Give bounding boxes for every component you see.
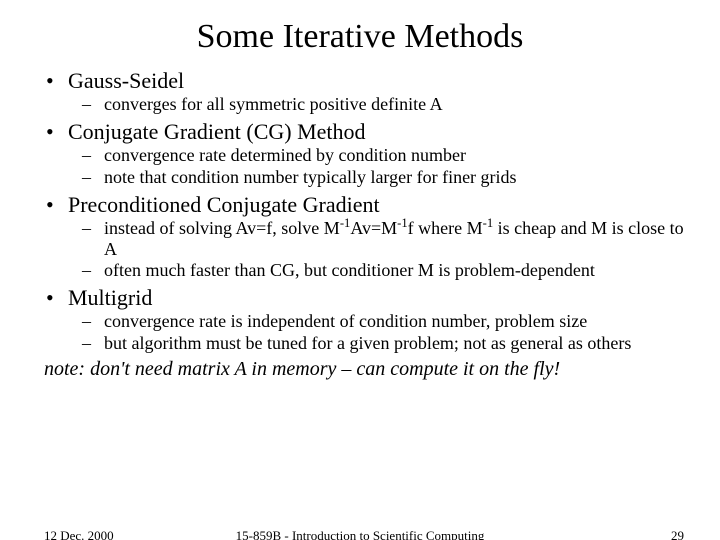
sub-item: convergence rate determined by condition… (82, 145, 688, 166)
sub-list: convergence rate is independent of condi… (68, 311, 688, 353)
bullet-list: Gauss-Seidel converges for all symmetric… (44, 68, 688, 354)
bullet-multigrid: Multigrid convergence rate is independen… (44, 285, 688, 354)
sub-item: but algorithm must be tuned for a given … (82, 333, 688, 354)
sub-item: converges for all symmetric positive def… (82, 94, 688, 115)
bullet-gauss-seidel: Gauss-Seidel converges for all symmetric… (44, 68, 688, 115)
superscript: -1 (340, 216, 351, 230)
superscript: -1 (483, 216, 494, 230)
sub-item: often much faster than CG, but condition… (82, 260, 688, 281)
slide: Some Iterative Methods Gauss-Seidel conv… (0, 0, 720, 540)
sub-list: converges for all symmetric positive def… (68, 94, 688, 115)
text-fragment: f where M (408, 218, 483, 238)
text-fragment: instead of solving Av=f, solve M (104, 218, 340, 238)
bullet-conjugate-gradient: Conjugate Gradient (CG) Method convergen… (44, 119, 688, 188)
sub-list: convergence rate determined by condition… (68, 145, 688, 187)
text-fragment: Av=M (350, 218, 397, 238)
bullet-label: Conjugate Gradient (CG) Method (68, 119, 366, 144)
bullet-preconditioned-cg: Preconditioned Conjugate Gradient instea… (44, 192, 688, 281)
footer-page-number: 29 (671, 528, 684, 540)
bullet-label: Gauss-Seidel (68, 68, 184, 93)
superscript: -1 (397, 216, 408, 230)
sub-list: instead of solving Av=f, solve M-1Av=M-1… (68, 218, 688, 281)
slide-body: Gauss-Seidel converges for all symmetric… (0, 68, 720, 381)
slide-title: Some Iterative Methods (0, 0, 720, 64)
bullet-label: Multigrid (68, 285, 152, 310)
sub-item: convergence rate is independent of condi… (82, 311, 688, 332)
footnote-text: note: don't need matrix A in memory – ca… (44, 358, 688, 381)
sub-item: instead of solving Av=f, solve M-1Av=M-1… (82, 218, 688, 259)
sub-item: note that condition number typically lar… (82, 167, 688, 188)
bullet-label: Preconditioned Conjugate Gradient (68, 192, 380, 217)
footer-course: 15-859B - Introduction to Scientific Com… (0, 528, 720, 540)
